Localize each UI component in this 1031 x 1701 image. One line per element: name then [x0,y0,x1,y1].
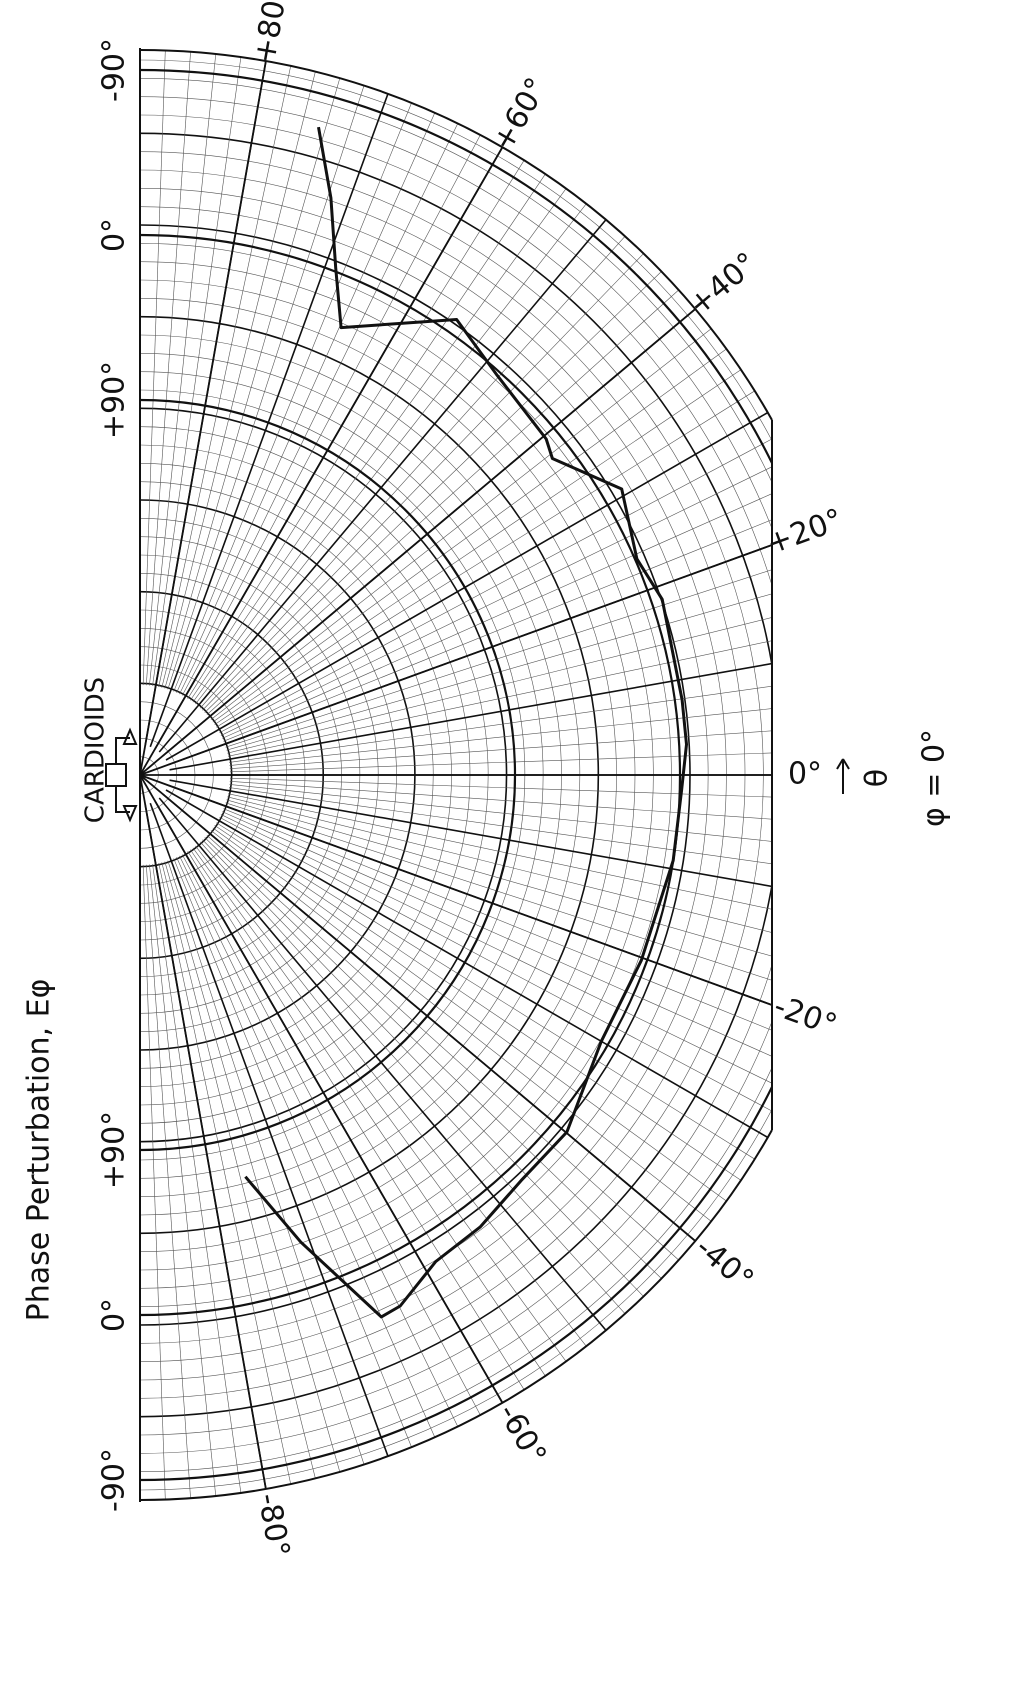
grid-ray [230,778,865,800]
x-tick-label: 0° [788,757,822,792]
grid-ray [227,800,837,975]
grid-ray [200,236,625,708]
grid-ray [143,865,165,1500]
grid-ray [182,854,480,1415]
grid-ray-major [150,803,388,1456]
grid-ray [227,575,837,750]
x-tick-label: -80° [251,1491,297,1560]
grid-ray [143,50,165,685]
grid-ray [219,817,780,1115]
x-tick-label: -20° [769,989,841,1044]
grid-ray [162,72,316,688]
grid-ray [165,862,340,1472]
grid-ray [228,794,849,926]
x-tick-label: +20° [762,502,848,562]
grid-ray [149,865,215,1497]
grid-line [140,775,821,1023]
grid-ray [200,842,625,1314]
y-tick-label: +90° [97,361,132,439]
grid-ray [207,835,679,1260]
axis-arrow [837,759,849,794]
x-tick-label: -60° [491,1398,553,1471]
grid-ray [227,797,843,951]
grid-ray-major [170,780,854,901]
grid-ray-major [150,94,388,747]
y-tick-label: -90° [97,1448,132,1512]
x-tick-label: +60° [485,72,554,157]
page: {"chart_data": { "type": "polar", "title… [0,0,1031,1701]
grid-ray [219,435,780,733]
grid-ray [226,551,830,747]
grid-ray [177,857,435,1437]
x-tick-label: -40° [689,1230,761,1298]
grid-line [140,309,695,775]
grid-ray-major [170,649,854,770]
grid-ray [229,788,858,876]
grid-ray [168,85,364,689]
grid-line [140,775,266,1489]
grid-ray [226,803,830,999]
grid-ray [211,329,711,720]
grid-line [140,775,695,1241]
x-axis-label: θ [860,769,895,787]
grid-ray [229,674,858,762]
chart-subtitle: CARDIOIDS [81,677,111,823]
grid-ray [146,865,190,1498]
grid-ray [159,863,291,1484]
grid-ray [228,624,849,756]
y-tick-label: 0° [97,218,132,252]
chart: Phase Perturbation, Eφ CARDIOIDS θ φ = 0… [0,0,1031,1701]
grid-ray [168,861,364,1465]
grid-ray-major [166,413,768,761]
grid-ray [195,204,586,704]
grid-ray [207,290,679,715]
grid-ray [153,864,241,1493]
grid-ray [230,699,862,765]
grid-ray [149,54,215,686]
grid-ray [222,812,802,1070]
grid-ray [159,66,291,687]
grid-ray [195,846,586,1346]
y-tick-label: -90° [97,38,132,102]
annotation: φ = 0° [917,729,952,827]
grid-ray [222,480,802,738]
grid-ray-major [159,798,606,1330]
grid-ray [162,862,316,1478]
grid-ray-major [166,790,768,1138]
grid-ray [230,784,862,850]
grid-ray [230,724,863,768]
grid-ray [177,113,435,693]
cardioid-icon [106,730,136,820]
grid-ray [165,78,340,688]
grid-ray [146,52,190,685]
grid-ray [230,781,863,825]
grid-line [140,61,266,775]
grid-ray [230,750,865,772]
grid-ray [211,830,711,1221]
x-tick-label: +40° [682,246,764,323]
grid-line [140,527,821,775]
chart-title: Phase Perturbation, Eφ [22,979,57,1322]
grid-ray [153,57,241,686]
x-tick-label: +80° [247,0,295,66]
y-tick-label: +90° [97,1111,132,1189]
grid-ray-major [159,220,606,752]
y-tick-label: 0° [97,1298,132,1332]
grid-ray [227,600,843,754]
